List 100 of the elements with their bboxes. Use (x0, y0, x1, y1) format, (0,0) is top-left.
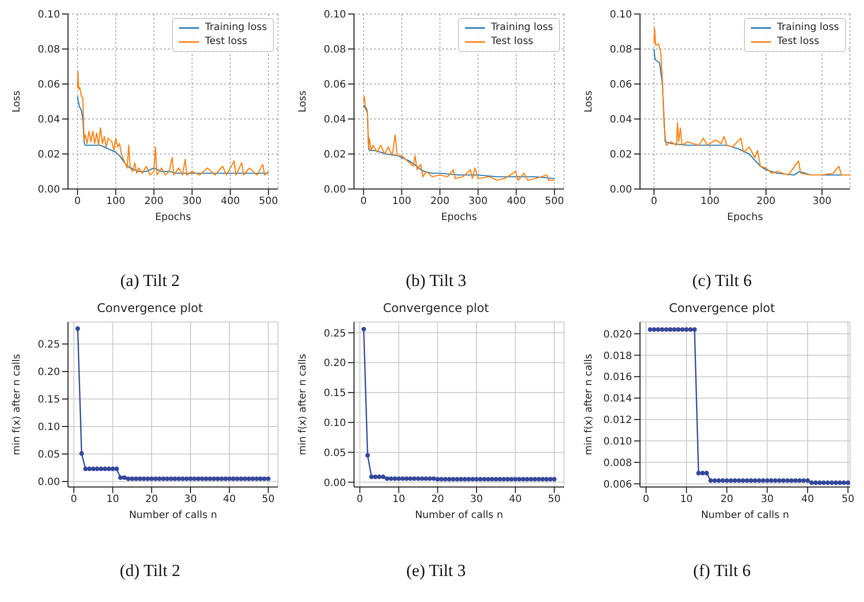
point (212, 476, 216, 482)
point (122, 475, 127, 480)
point (672, 327, 677, 332)
point (365, 453, 370, 458)
point (266, 476, 271, 482)
point (478, 476, 483, 482)
point (172, 476, 178, 482)
y-tick-label: 0.10 (324, 10, 346, 21)
x-tick-label: 30 (184, 494, 197, 506)
point (404, 476, 409, 481)
point (505, 476, 510, 482)
y-axis-title: min f(x) after n calls (12, 354, 23, 456)
point (462, 476, 468, 482)
y-tick-label: 0.20 (38, 367, 60, 378)
y-tick-label: 0.05 (38, 450, 60, 461)
point (552, 476, 557, 482)
point (87, 466, 92, 472)
point (145, 476, 150, 482)
point (513, 476, 518, 482)
point (797, 478, 802, 483)
point (785, 478, 790, 483)
y-tick-label: 0.15 (324, 388, 346, 400)
point (234, 476, 240, 482)
point (498, 476, 502, 482)
point (443, 476, 448, 482)
y-tick-label: 0.15 (38, 394, 60, 406)
point (149, 476, 154, 482)
x-tick-label: 200 (430, 196, 450, 208)
point (716, 478, 722, 483)
point (130, 476, 134, 482)
legend-label: Test loss (777, 35, 820, 49)
point (536, 476, 542, 482)
x-tick-label: 20 (145, 494, 158, 506)
point (230, 476, 236, 482)
point (528, 476, 534, 482)
point (164, 476, 170, 482)
x-tick-label: 10 (106, 494, 120, 506)
text: (e) Tilt 3 (405, 561, 467, 581)
y-tick-label: 0.010 (603, 436, 632, 448)
point (106, 466, 112, 472)
x-tick-label: 300 (468, 196, 488, 208)
y-tick-label: 0.05 (324, 448, 346, 459)
x-tick-label: 100 (392, 196, 412, 208)
y-tick-label: 0.06 (324, 80, 346, 91)
chart-title: Convergence plot (668, 300, 776, 316)
legend-label: Training loss (205, 21, 267, 35)
point (246, 476, 252, 482)
point (696, 470, 701, 476)
y-tick-label: 0.10 (610, 10, 632, 21)
point (83, 466, 88, 472)
x-tick-label: 100 (700, 196, 720, 208)
text: (f) Tilt 6 (692, 561, 752, 581)
x-axis-title: Epochs (155, 212, 191, 223)
x-tick-label: 10 (392, 494, 406, 506)
point (648, 327, 652, 332)
x-tick-label: 300 (182, 196, 202, 208)
point (736, 478, 742, 483)
point (408, 476, 413, 481)
x-tick-label: 0 (74, 196, 81, 208)
point (482, 476, 487, 482)
point (821, 480, 826, 486)
x-tick-label: 40 (801, 494, 814, 506)
point (219, 476, 224, 482)
y-axis-title: Loss (584, 90, 595, 112)
point (720, 478, 726, 483)
point (516, 476, 522, 482)
y-tick-label: 0.00 (38, 184, 60, 196)
y-tick-label: 0.02 (610, 150, 632, 161)
point (94, 466, 100, 472)
point (781, 478, 786, 483)
point (373, 474, 378, 480)
point (680, 327, 685, 332)
point (208, 476, 212, 482)
point (732, 478, 738, 483)
point (728, 478, 734, 483)
y-tick-label: 0.02 (38, 150, 60, 161)
point (196, 476, 201, 482)
y-tick-label: 0.06 (610, 80, 632, 91)
point (446, 476, 452, 482)
point (548, 476, 553, 482)
x-tick-label: 300 (812, 196, 832, 208)
y-tick-label: 0.08 (38, 44, 60, 56)
point (772, 478, 778, 483)
point (789, 478, 794, 483)
x-tick-label: 10 (680, 494, 693, 506)
point (652, 327, 656, 332)
point (748, 478, 754, 483)
point (724, 478, 730, 483)
point (392, 476, 398, 481)
y-tick-label: 0.00 (324, 478, 346, 489)
point (805, 478, 810, 483)
point (134, 476, 138, 482)
point (176, 476, 182, 482)
point (424, 476, 428, 481)
x-tick-label: 20 (431, 494, 444, 506)
x-tick-label: 0 (360, 196, 367, 208)
point (688, 327, 693, 332)
point (380, 474, 386, 480)
y-tick-label: 0.008 (603, 458, 632, 469)
point (361, 326, 366, 332)
